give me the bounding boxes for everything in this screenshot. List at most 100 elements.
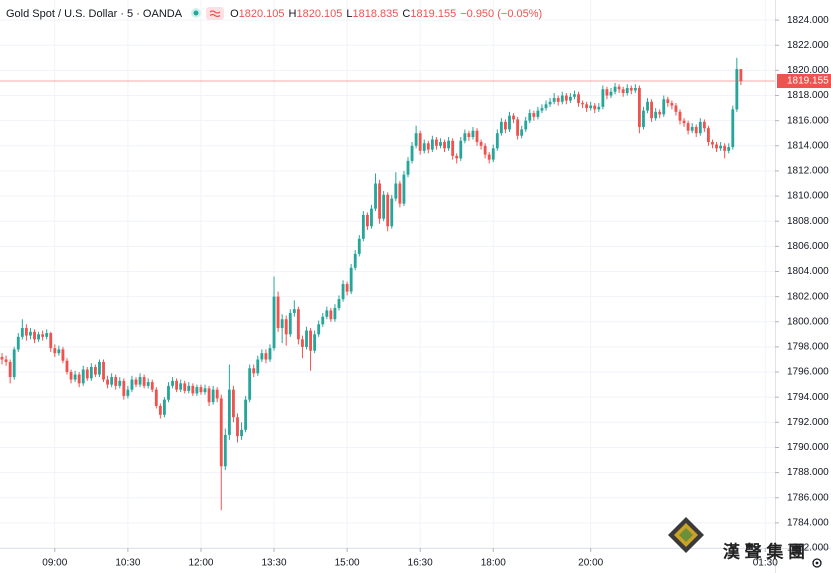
settings-icon[interactable] xyxy=(812,558,822,568)
candle-body xyxy=(292,309,296,313)
candle-body xyxy=(581,103,584,105)
logo-core xyxy=(679,528,693,542)
candle-body xyxy=(53,348,57,354)
candle-body xyxy=(45,333,49,337)
candle-body xyxy=(296,309,300,340)
candle-body xyxy=(439,142,442,146)
candle-body xyxy=(81,369,85,384)
candle-body xyxy=(321,316,325,325)
candle-body xyxy=(288,312,292,335)
candle-body xyxy=(654,111,658,119)
candle-body xyxy=(337,299,341,308)
y-tick-label: 1822.000 xyxy=(787,40,829,51)
candle-body xyxy=(625,87,629,94)
y-tick-label: 1814.000 xyxy=(787,140,829,151)
candle-body xyxy=(678,111,682,121)
candle-body xyxy=(223,434,227,467)
candle-body xyxy=(309,330,312,351)
candle-body xyxy=(451,140,455,156)
candle-body xyxy=(560,95,564,102)
y-tick-label: 1784.000 xyxy=(787,518,829,529)
y-tick-label: 1788.000 xyxy=(787,467,829,478)
candle-body xyxy=(199,387,203,393)
candle-body xyxy=(317,324,321,335)
candle-body xyxy=(110,377,114,385)
candle-body xyxy=(719,145,723,149)
x-tick-label: 15:00 xyxy=(335,558,360,569)
candle-body xyxy=(187,385,191,391)
close-key: C xyxy=(402,7,411,20)
candle-body xyxy=(540,108,544,111)
y-tick-label: 1816.000 xyxy=(787,115,829,126)
candle-body xyxy=(723,145,727,151)
candle-body xyxy=(463,133,467,141)
candle-body xyxy=(240,429,243,437)
candle-body xyxy=(49,333,53,349)
candle-body xyxy=(617,86,621,90)
candle-body xyxy=(69,372,73,380)
candle-body xyxy=(118,380,122,386)
candle-body xyxy=(646,101,649,111)
candle-body xyxy=(548,101,552,105)
candle-body xyxy=(179,383,183,390)
candle-body xyxy=(621,89,625,94)
candle-body xyxy=(0,356,4,360)
candle-body xyxy=(637,87,641,127)
candle-body xyxy=(37,334,40,340)
candle-body xyxy=(61,349,65,361)
candle-body xyxy=(642,110,645,127)
candle-body xyxy=(85,369,89,379)
gear-ring xyxy=(812,558,822,568)
candle-body xyxy=(33,331,36,340)
candle-body xyxy=(739,69,743,82)
candle-body xyxy=(232,389,235,418)
candle-body xyxy=(682,120,686,124)
candle-body xyxy=(483,145,487,155)
candle-body xyxy=(272,296,276,349)
candle-body xyxy=(102,361,105,380)
candle-body xyxy=(426,143,430,150)
candle-body xyxy=(499,121,503,134)
compare-toggle[interactable] xyxy=(206,7,225,20)
candle-body xyxy=(573,94,576,97)
low-value: 1818.835 xyxy=(352,7,399,20)
candle-body xyxy=(57,349,61,354)
candle-body xyxy=(694,126,698,134)
candle-body xyxy=(605,89,609,96)
candle-body xyxy=(601,89,605,107)
candle-body xyxy=(434,139,438,146)
candle-body xyxy=(345,284,349,292)
candle-body xyxy=(633,87,637,91)
candle-body xyxy=(406,160,410,175)
candle-body xyxy=(93,367,97,375)
low-key: L xyxy=(346,7,353,20)
candle-body xyxy=(670,103,674,106)
candle-body xyxy=(508,115,511,130)
candle-body xyxy=(333,307,337,320)
candle-body xyxy=(479,142,483,146)
candle-body xyxy=(215,389,219,399)
y-tick-label: 1794.000 xyxy=(787,392,829,403)
candle-body xyxy=(357,238,361,254)
candle-body xyxy=(658,111,662,115)
candle-body xyxy=(146,382,150,386)
y-tick-label: 1806.000 xyxy=(787,241,829,252)
candle-body xyxy=(597,106,601,110)
candles xyxy=(0,57,743,511)
candle-body xyxy=(711,142,714,145)
candle-body xyxy=(150,382,154,390)
y-tick-label: 1792.000 xyxy=(787,417,829,428)
candle-body xyxy=(268,348,272,360)
candle-body xyxy=(475,130,479,143)
x-tick-label: 09:00 xyxy=(42,558,67,569)
visibility-toggle[interactable] xyxy=(190,7,202,19)
candle-body xyxy=(491,148,495,160)
candle-body xyxy=(422,143,426,151)
candle-body xyxy=(715,144,718,149)
candle-body xyxy=(203,388,207,393)
candle-body xyxy=(191,385,195,394)
candle-body xyxy=(248,368,252,400)
candle-body xyxy=(236,417,239,437)
candle-body xyxy=(154,389,158,406)
